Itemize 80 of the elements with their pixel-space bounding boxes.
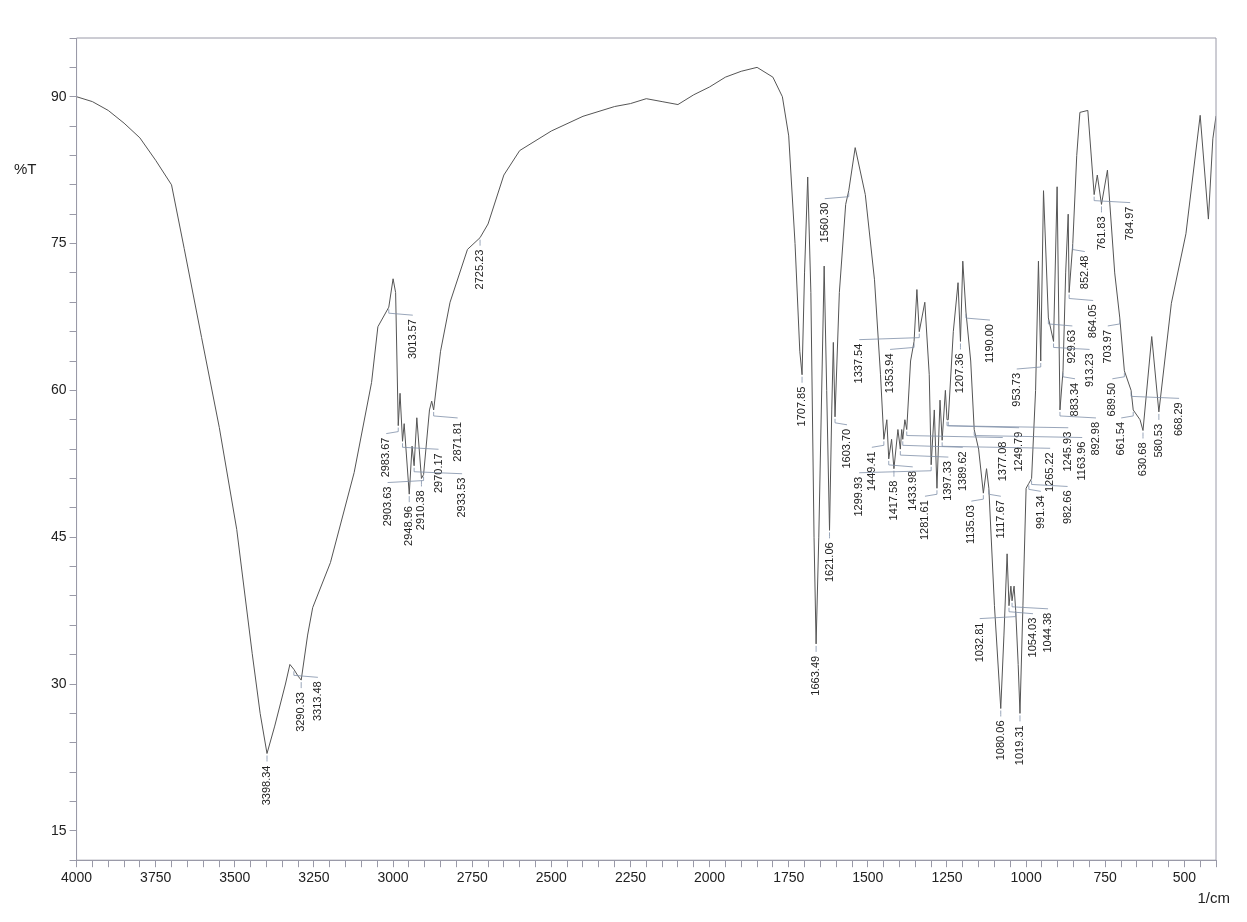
x-tick-label: 750 — [1093, 869, 1118, 886]
x-tick-label: 2250 — [614, 869, 647, 886]
annotation: 1353.94 — [883, 353, 896, 394]
annotation: 2725.23 — [473, 249, 486, 290]
annotation: 1281.61 — [917, 500, 930, 541]
x-tick-label: 1750 — [773, 869, 805, 886]
annotation: 929.63 — [1065, 329, 1078, 364]
annotation: 1245.93 — [1061, 431, 1074, 472]
annotation: 580.53 — [1151, 423, 1164, 458]
annotation: 1207.36 — [953, 353, 966, 394]
annotation: 1080.06 — [993, 720, 1006, 761]
annotation: 1163.96 — [1075, 441, 1088, 481]
y-tick-label: 30 — [50, 674, 67, 691]
annotation: 1265.22 — [1043, 452, 1056, 493]
annotation: 784.97 — [1123, 206, 1136, 241]
annotation: 1019.31 — [1013, 725, 1026, 766]
annotation: 761.83 — [1094, 216, 1107, 251]
annotation: 852.48 — [1077, 255, 1090, 290]
y-axis-title: %T — [14, 159, 37, 177]
annotation: 703.97 — [1100, 329, 1113, 364]
x-axis-title: 1/cm — [1197, 888, 1230, 906]
x-tick-label: 2750 — [456, 869, 488, 886]
annotation: 2871.81 — [450, 421, 463, 462]
annotation: 913.23 — [1082, 353, 1095, 388]
x-tick-label: 4000 — [60, 869, 93, 886]
x-tick-label: 1000 — [1010, 869, 1042, 886]
annotation: 1190.00 — [982, 324, 995, 364]
annotation: 883.34 — [1068, 382, 1081, 417]
annotation: 1663.49 — [809, 655, 822, 696]
annotation: 1449.41 — [864, 451, 877, 492]
annotation: 1337.54 — [852, 343, 865, 384]
annotation: 1044.38 — [1041, 612, 1054, 653]
x-tick-label: 3000 — [377, 869, 409, 886]
x-tick-label: 1500 — [852, 869, 884, 886]
x-tick-label: 3500 — [219, 869, 251, 886]
y-tick-label: 90 — [50, 87, 67, 104]
annotation: 892.98 — [1089, 421, 1101, 456]
annotation: 2970.17 — [431, 453, 444, 494]
annotation: 689.50 — [1105, 382, 1118, 417]
annotation: 982.66 — [1060, 490, 1073, 525]
annotation: 3398.34 — [260, 765, 273, 806]
annotation: 668.29 — [1172, 402, 1185, 437]
annotation: 2903.63 — [380, 486, 393, 527]
annotation: 2933.53 — [455, 477, 468, 518]
annotation: 991.34 — [1033, 495, 1046, 529]
annotation: 3313.48 — [310, 681, 323, 722]
annotation: 1397.33 — [941, 461, 954, 501]
y-tick-label: 60 — [50, 381, 67, 398]
annotation: 661.54 — [1114, 421, 1127, 456]
y-tick-label: 45 — [50, 528, 67, 545]
annotation: 1032.81 — [972, 622, 985, 663]
x-tick-label: 3250 — [298, 869, 330, 886]
annotation: 2948.96 — [402, 506, 415, 546]
y-tick-label: 15 — [50, 821, 67, 838]
annotation: 1707.85 — [795, 386, 808, 427]
annotation: 1299.93 — [852, 476, 865, 517]
annotation: 1135.03 — [964, 505, 977, 545]
annotation: 2910.38 — [414, 490, 427, 531]
annotation: 1417.58 — [886, 480, 899, 521]
annotation: 1433.98 — [905, 470, 918, 511]
annotation: 1621.06 — [822, 542, 835, 583]
annotation: 630.68 — [1136, 442, 1149, 477]
annotation: 1560.30 — [817, 202, 830, 243]
annotation: 1249.79 — [1012, 431, 1025, 472]
y-tick-label: 75 — [50, 234, 67, 251]
x-tick-label: 3750 — [140, 869, 172, 886]
x-tick-label: 2500 — [535, 869, 568, 886]
x-tick-label: 2000 — [694, 869, 726, 886]
annotation: 1377.08 — [995, 441, 1008, 482]
x-tick-label: 1250 — [931, 869, 963, 886]
annotation: 864.05 — [1086, 304, 1099, 339]
annotation: 1054.03 — [1026, 617, 1039, 658]
annotation: 3013.57 — [405, 319, 418, 359]
annotation: 953.73 — [1009, 373, 1022, 407]
annotation: 2983.67 — [379, 437, 392, 478]
annotation: 1603.70 — [840, 428, 853, 469]
annotation: 3290.33 — [294, 692, 307, 732]
x-tick-label: 500 — [1172, 869, 1197, 886]
annotation: 1117.67 — [993, 500, 1006, 539]
annotation: 1389.62 — [955, 451, 968, 492]
